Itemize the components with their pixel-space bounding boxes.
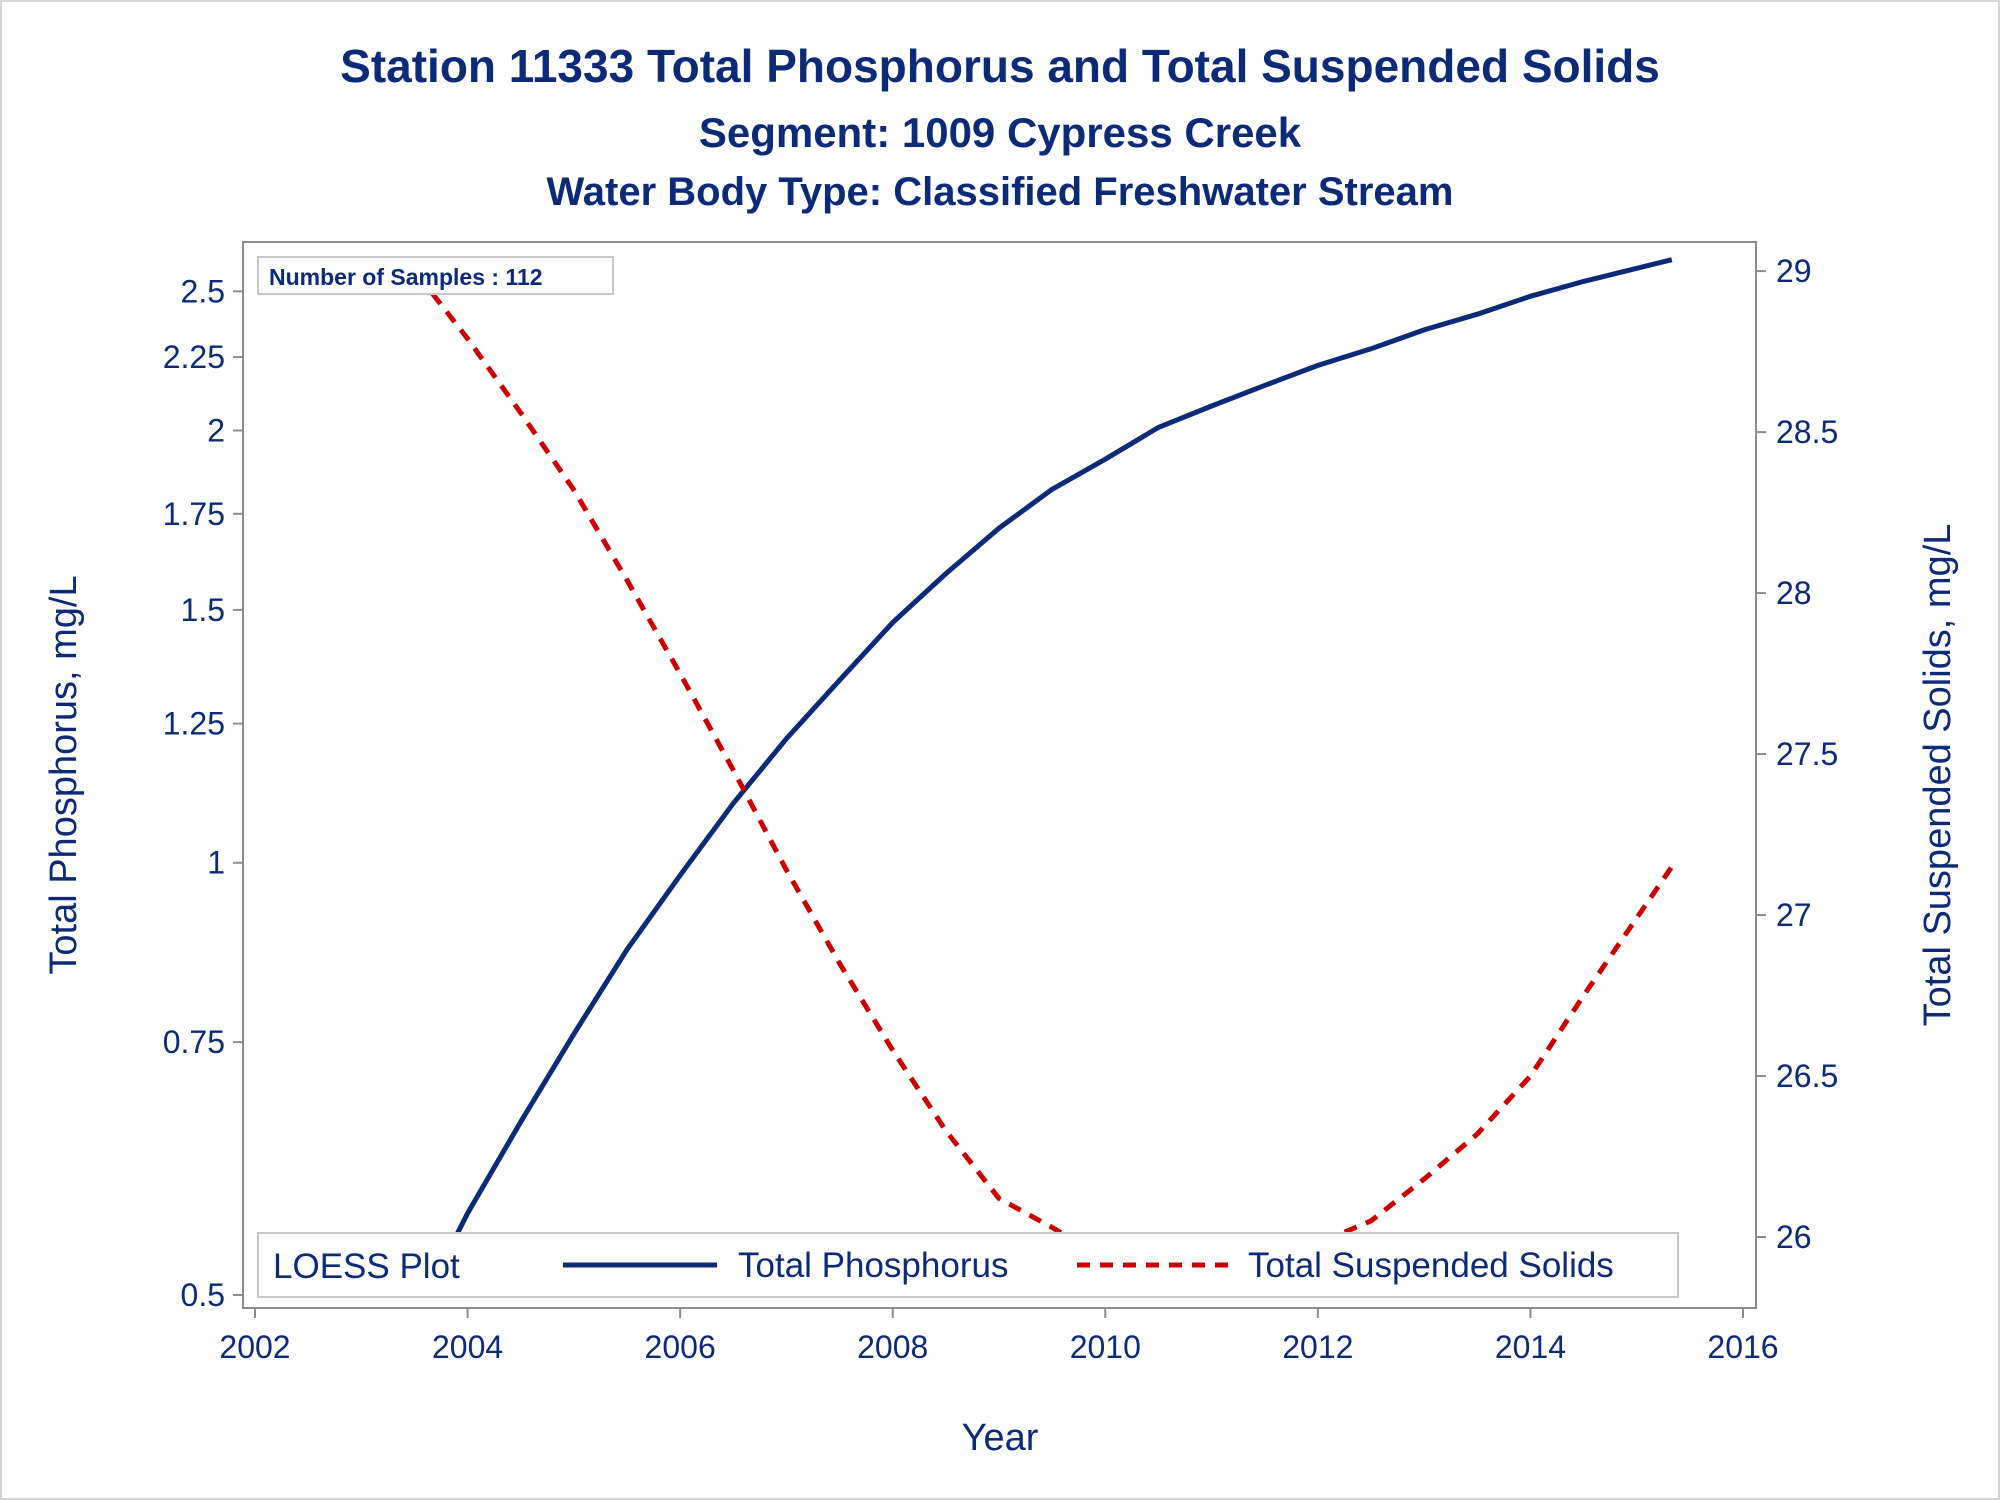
legend: LOESS Plot Total Phosphorus Total Suspen…	[257, 1232, 1679, 1298]
y-axis-left-label: Total Phosphorus, mg/L	[43, 575, 85, 974]
series-layer	[430, 257, 1674, 1295]
x-tick-label: 2006	[645, 1329, 716, 1365]
x-tick-label: 2004	[432, 1329, 503, 1365]
sample-count-annotation: Number of Samples : 112	[257, 256, 614, 295]
series-line-total-phosphorus	[430, 257, 1673, 1284]
y-right-tick-label: 29	[1776, 253, 1812, 289]
y-right-tick-label: 28.5	[1776, 414, 1838, 450]
y-right-tick-label: 27.5	[1776, 736, 1838, 772]
y-right-tick-label: 26	[1776, 1219, 1812, 1255]
chart-title: Station 11333 Total Phosphorus and Total…	[340, 40, 1660, 92]
x-tick-label: 2012	[1282, 1329, 1353, 1365]
y-left-tick-label: 2	[207, 412, 225, 448]
sample-count-box	[257, 256, 614, 295]
legend-label-total-phosphorus: Total Phosphorus	[738, 1246, 1008, 1285]
y-left-tick-label: 1.5	[181, 592, 225, 628]
x-tick-label: 2008	[857, 1329, 928, 1365]
y-left-tick-label: 1.75	[163, 496, 225, 532]
x-axis-label: Year	[962, 1417, 1039, 1459]
x-tick-label: 2002	[219, 1329, 290, 1365]
legend-box	[257, 1232, 1679, 1298]
y-left-tick-label: 1.25	[163, 706, 225, 742]
y-left-tick-label: 2.25	[163, 339, 225, 375]
y-axis-right-label: Total Suspended Solids, mg/L	[1917, 524, 1959, 1027]
x-tick-label: 2016	[1707, 1329, 1778, 1365]
y-right-tick-label: 28	[1776, 575, 1812, 611]
axes: 2002 2004 2006 2008 2010 2012 2014 2016 0.5 0.75 1…	[163, 253, 1839, 1365]
chart-subtitle-2: Water Body Type: Classified Freshwater S…	[547, 170, 1454, 214]
chart-subtitle: Segment: 1009 Cypress Creek	[699, 109, 1302, 156]
y-left-tick-label: 0.75	[163, 1024, 225, 1060]
legend-title: LOESS Plot	[273, 1247, 460, 1286]
series-line-total-suspended-solids	[430, 292, 1674, 1295]
y-left-tick-label: 2.5	[181, 273, 225, 309]
y-left-tick-label: 0.5	[181, 1277, 225, 1313]
plot-area	[242, 241, 1757, 1309]
y-right-tick-label: 27	[1776, 897, 1812, 933]
y-left-tick-label: 1	[207, 845, 225, 881]
x-tick-label: 2010	[1070, 1329, 1141, 1365]
sample-count-text: Number of Samples : 112	[269, 264, 543, 290]
legend-label-total-suspended-solids: Total Suspended Solids	[1248, 1246, 1614, 1285]
y-right-tick-label: 26.5	[1776, 1058, 1838, 1094]
x-tick-label: 2014	[1495, 1329, 1566, 1365]
